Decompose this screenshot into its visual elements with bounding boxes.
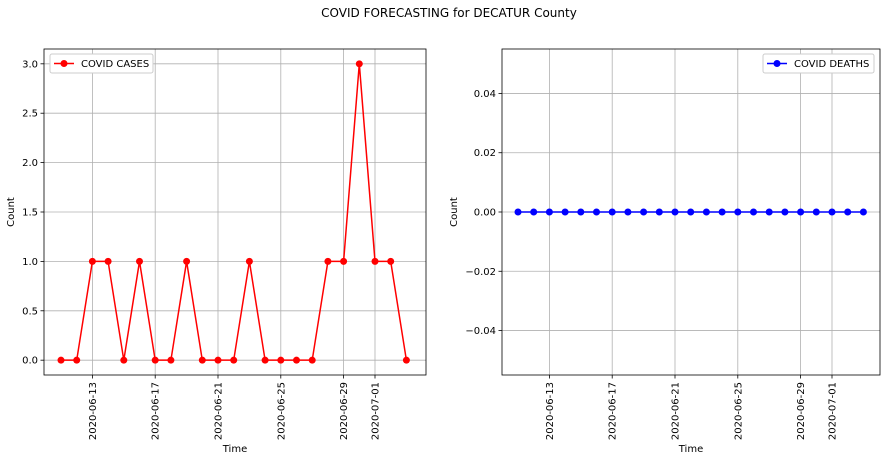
deaths-data-point bbox=[750, 208, 757, 216]
cases-y-tick-label: 2.5 bbox=[22, 109, 38, 120]
cases-legend-box bbox=[49, 53, 154, 74]
deaths-chart: 0.04 0.02 0.00 −0.02 −0.04 2020-06-13 2020-06-… bbox=[449, 48, 881, 455]
cases-chart: 0.0 0.5 1.0 1.5 2.0 2.5 3.0 2020-06-13 2020-06-1… bbox=[6, 48, 427, 455]
cases-data-point bbox=[277, 356, 285, 364]
deaths-data-point bbox=[828, 208, 836, 216]
deaths-data-point bbox=[514, 208, 522, 216]
cases-data-point bbox=[245, 257, 253, 265]
deaths-legend-marker bbox=[773, 60, 781, 67]
deaths-data-point bbox=[718, 208, 726, 216]
cases-x-tick-label: 2020-06-17 bbox=[151, 382, 162, 440]
cases-data-point bbox=[308, 356, 316, 364]
figure-title: COVID FORECASTING for DECATUR County bbox=[321, 6, 577, 20]
cases-data-point bbox=[183, 257, 191, 265]
cases-y-tick-label: 1.5 bbox=[22, 208, 38, 219]
cases-legend: COVID CASES bbox=[49, 53, 154, 74]
deaths-y-tick-label: −0.04 bbox=[465, 326, 496, 337]
cases-data-point bbox=[88, 257, 96, 265]
cases-data-point bbox=[104, 257, 112, 265]
cases-data-point bbox=[167, 356, 175, 364]
deaths-data-point bbox=[640, 208, 648, 216]
cases-y-tick-label: 1.0 bbox=[22, 257, 38, 268]
cases-data-point bbox=[355, 60, 363, 68]
deaths-data-point bbox=[561, 208, 569, 216]
cases-data-point bbox=[371, 257, 379, 265]
deaths-x-axis-label: Time bbox=[678, 444, 703, 455]
cases-data-point bbox=[340, 257, 348, 265]
deaths-y-tick-label: −0.02 bbox=[465, 267, 496, 278]
deaths-data-point bbox=[734, 208, 742, 216]
cases-series bbox=[57, 60, 410, 364]
cases-data-point bbox=[387, 257, 395, 265]
deaths-data-point bbox=[593, 208, 600, 216]
deaths-data-point bbox=[859, 208, 867, 216]
cases-y-tick-label: 0.5 bbox=[22, 306, 38, 317]
cases-x-axis-label: Time bbox=[222, 444, 247, 455]
deaths-x-tick-label: 2020-06-13 bbox=[545, 382, 556, 440]
deaths-series bbox=[514, 208, 867, 216]
deaths-data-point bbox=[624, 208, 632, 216]
cases-data-point bbox=[402, 356, 410, 364]
deaths-y-tick-label: 0.02 bbox=[474, 148, 496, 159]
cases-y-tick-label: 0.0 bbox=[22, 356, 38, 367]
cases-ticks: 0.0 0.5 1.0 1.5 2.0 2.5 3.0 2020-06-13 2020-06-1… bbox=[22, 59, 381, 440]
cases-y-tick-label: 3.0 bbox=[22, 59, 38, 70]
deaths-data-point bbox=[545, 208, 553, 216]
deaths-x-tick-label: 2020-06-17 bbox=[608, 382, 619, 440]
cases-x-tick-label: 2020-06-29 bbox=[339, 382, 350, 440]
deaths-x-tick-label: 2020-07-01 bbox=[828, 382, 839, 440]
cases-data-point bbox=[324, 257, 332, 265]
deaths-data-point bbox=[781, 208, 789, 216]
cases-x-tick-label: 2020-06-25 bbox=[276, 382, 287, 440]
cases-data-point bbox=[136, 257, 143, 265]
deaths-data-point bbox=[530, 208, 538, 216]
cases-x-tick-label: 2020-07-01 bbox=[371, 382, 382, 440]
deaths-data-point bbox=[812, 208, 820, 216]
deaths-data-point bbox=[844, 208, 852, 216]
cases-data-point bbox=[57, 356, 65, 364]
cases-y-axis-label: Count bbox=[6, 197, 17, 227]
cases-x-tick-label: 2020-06-13 bbox=[88, 382, 99, 440]
deaths-y-tick-label: 0.00 bbox=[474, 208, 496, 219]
deaths-y-axis-label: Count bbox=[449, 197, 460, 227]
deaths-data-point bbox=[671, 208, 679, 216]
cases-data-point bbox=[261, 356, 269, 364]
deaths-ticks: 0.04 0.02 0.00 −0.02 −0.04 2020-06-13 2020-06-… bbox=[465, 89, 838, 440]
cases-data-point bbox=[293, 356, 300, 364]
cases-data-point bbox=[120, 356, 128, 364]
cases-data-point bbox=[151, 356, 159, 364]
deaths-data-point bbox=[687, 208, 695, 216]
deaths-data-point bbox=[702, 208, 710, 216]
deaths-x-tick-label: 2020-06-21 bbox=[671, 382, 682, 440]
cases-x-tick-label: 2020-06-21 bbox=[214, 382, 225, 440]
deaths-legend: COVID DEATHS bbox=[762, 53, 875, 74]
deaths-data-point bbox=[577, 208, 585, 216]
deaths-legend-box bbox=[762, 53, 875, 74]
cases-data-point bbox=[214, 356, 222, 364]
deaths-data-point bbox=[655, 208, 663, 216]
deaths-data-point bbox=[765, 208, 773, 216]
cases-y-tick-label: 2.0 bbox=[22, 158, 38, 169]
cases-data-point bbox=[198, 356, 206, 364]
cases-data-point bbox=[73, 356, 81, 364]
deaths-data-point bbox=[608, 208, 616, 216]
deaths-x-tick-label: 2020-06-25 bbox=[733, 382, 744, 440]
deaths-legend-label: COVID DEATHS bbox=[794, 59, 869, 70]
deaths-x-tick-label: 2020-06-29 bbox=[796, 382, 807, 440]
cases-legend-label: COVID CASES bbox=[81, 59, 149, 70]
deaths-data-point bbox=[797, 208, 805, 216]
cases-legend-marker bbox=[60, 60, 68, 67]
cases-grid bbox=[44, 49, 426, 375]
cases-data-point bbox=[230, 356, 238, 364]
deaths-y-tick-label: 0.04 bbox=[474, 89, 496, 100]
